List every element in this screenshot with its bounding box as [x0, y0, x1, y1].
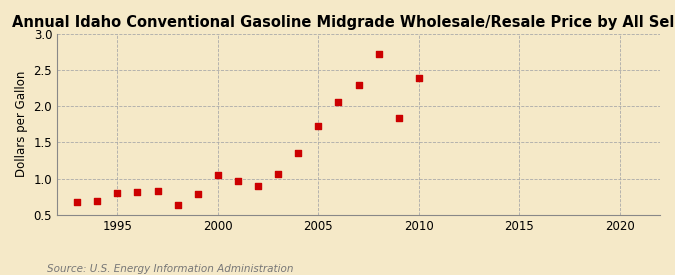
Point — [413, 76, 424, 80]
Point — [132, 189, 143, 194]
Title: Annual Idaho Conventional Gasoline Midgrade Wholesale/Resale Price by All Seller: Annual Idaho Conventional Gasoline Midgr… — [12, 15, 675, 30]
Point — [373, 52, 384, 56]
Point — [293, 151, 304, 155]
Point — [172, 202, 183, 207]
Point — [333, 100, 344, 104]
Text: Source: U.S. Energy Information Administration: Source: U.S. Energy Information Administ… — [47, 264, 294, 274]
Point — [252, 184, 263, 189]
Y-axis label: Dollars per Gallon: Dollars per Gallon — [15, 71, 28, 177]
Point — [353, 82, 364, 87]
Point — [313, 123, 324, 128]
Point — [112, 191, 123, 195]
Point — [72, 200, 82, 205]
Point — [232, 178, 243, 183]
Point — [92, 199, 103, 203]
Point — [213, 173, 223, 177]
Point — [192, 192, 203, 197]
Point — [273, 172, 284, 176]
Point — [394, 116, 404, 120]
Point — [152, 189, 163, 193]
